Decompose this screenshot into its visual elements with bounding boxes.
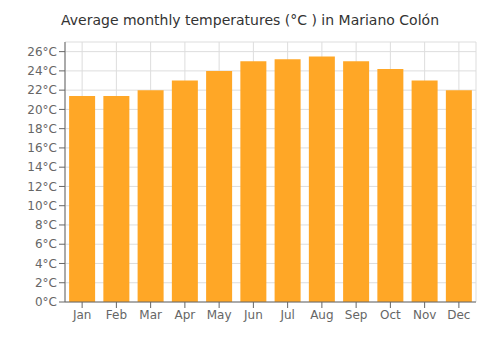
svg-text:24°C: 24°C	[27, 64, 57, 78]
svg-text:16°C: 16°C	[27, 141, 57, 155]
svg-text:2°C: 2°C	[35, 276, 57, 290]
svg-text:Jul: Jul	[279, 308, 294, 322]
svg-text:Feb: Feb	[106, 308, 127, 322]
svg-text:12°C: 12°C	[27, 180, 57, 194]
svg-text:Oct: Oct	[380, 308, 401, 322]
svg-text:Jan: Jan	[72, 308, 92, 322]
svg-text:22°C: 22°C	[27, 83, 57, 97]
svg-text:0°C: 0°C	[35, 295, 57, 309]
svg-text:Dec: Dec	[447, 308, 470, 322]
svg-text:4°C: 4°C	[35, 257, 57, 271]
svg-text:Apr: Apr	[174, 308, 195, 322]
svg-text:May: May	[207, 308, 232, 322]
svg-text:Nov: Nov	[413, 308, 436, 322]
svg-text:14°C: 14°C	[27, 160, 57, 174]
svg-text:8°C: 8°C	[35, 218, 57, 232]
svg-text:Jun: Jun	[243, 308, 263, 322]
svg-text:10°C: 10°C	[27, 199, 57, 213]
svg-text:Mar: Mar	[139, 308, 162, 322]
svg-text:Sep: Sep	[345, 308, 368, 322]
svg-text:26°C: 26°C	[27, 45, 57, 59]
html-text:Average monthly temperatures (: Average monthly temperatures (°C ) in Ma…	[61, 12, 439, 28]
svg-text:20°C: 20°C	[27, 103, 57, 117]
svg-text:18°C: 18°C	[27, 122, 57, 136]
svg-text:6°C: 6°C	[35, 237, 57, 251]
svg-text:Aug: Aug	[310, 308, 333, 322]
